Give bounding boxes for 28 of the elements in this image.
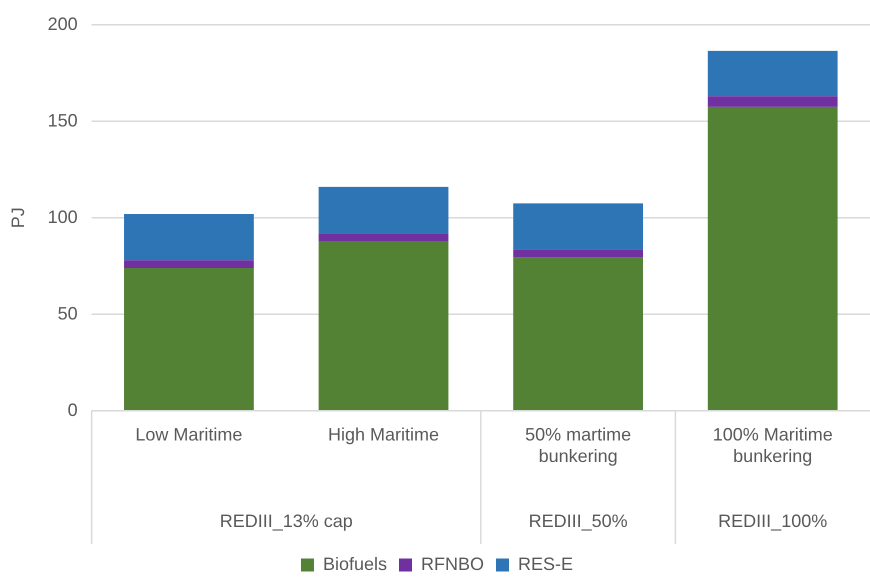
x-tick-label: High Maritime (328, 424, 440, 445)
y-tick-label: 150 (48, 110, 78, 130)
bar (708, 50, 838, 96)
y-tick-label: 200 (48, 14, 78, 34)
bar (318, 186, 448, 234)
legend-label: RES-E (518, 554, 574, 574)
text: REDIII_50% (528, 510, 628, 531)
text: REDIII_100% (718, 510, 828, 531)
legend-label: Biofuels (322, 554, 388, 574)
bar (124, 260, 254, 268)
x-tick-label: 50% martime bunkering (525, 424, 632, 466)
bar (318, 240, 448, 410)
bar (513, 257, 644, 410)
bar (124, 214, 254, 260)
bar (318, 233, 448, 241)
text: REDIII_13% cap (220, 510, 353, 531)
y-tick-label: 50 (58, 303, 78, 324)
y-tick-label: 100 (48, 206, 78, 227)
y-tick-label: 0 (68, 400, 78, 420)
x-tick-label: Low Maritime (135, 424, 242, 445)
y-axis-title: PJ (8, 207, 28, 228)
bar (708, 96, 838, 107)
legend-label: RFNBO (421, 554, 484, 574)
bar (124, 268, 254, 410)
x-tick-label: 100% Maritime bunkering (712, 424, 833, 466)
bar (513, 250, 644, 258)
bar (513, 203, 644, 250)
bar (708, 106, 838, 410)
